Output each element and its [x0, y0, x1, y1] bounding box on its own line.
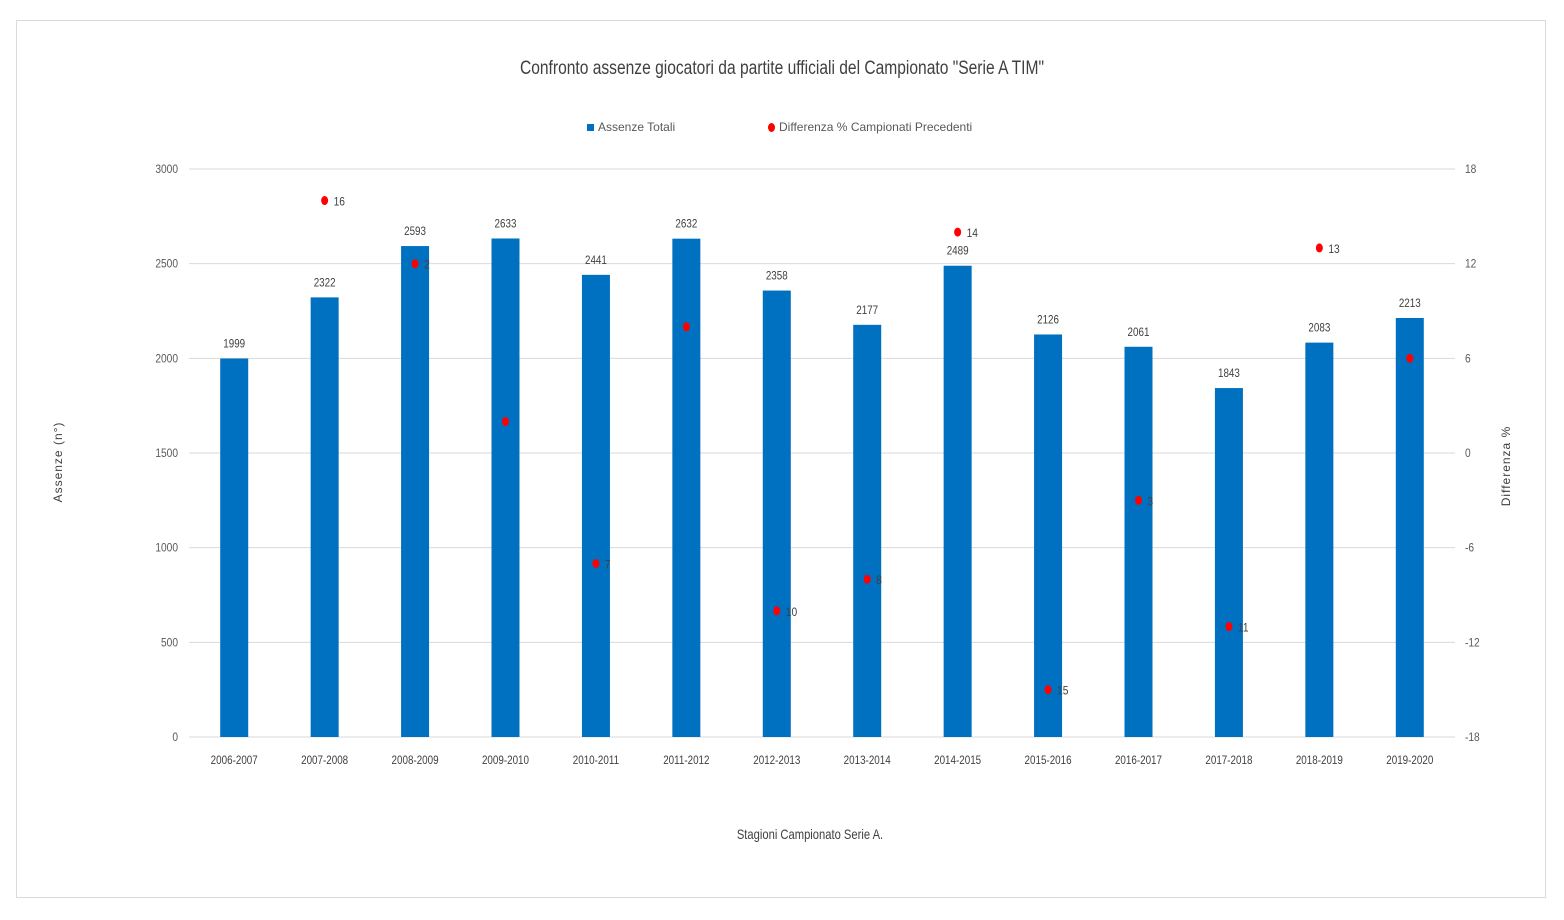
scatter-value-label: 10	[786, 606, 797, 619]
x-tick-label: 2009-2010	[482, 754, 529, 767]
x-axis-title: Stagioni Campionato Serie A.	[736, 826, 884, 842]
x-tick-label: 2018-2019	[1296, 754, 1343, 767]
x-tick-label: 2010-2011	[573, 754, 619, 767]
y-tick-label: 0	[172, 731, 178, 744]
legend-swatch-bar	[587, 123, 594, 131]
bar	[1034, 334, 1063, 737]
bar	[1214, 388, 1243, 737]
bar-value-label: 2213	[1399, 297, 1421, 310]
scatter-point	[1315, 243, 1323, 253]
x-tick-label: 2016-2017	[1115, 754, 1162, 767]
bar-value-label: 1999	[223, 338, 245, 351]
bar	[672, 238, 701, 737]
bar	[853, 324, 882, 737]
x-tick-label: 2014-2015	[934, 754, 981, 767]
scatter-point	[863, 574, 871, 584]
y2-tick-label: 6	[1465, 353, 1471, 366]
legend-label-differenza: Differenza % Campionati Precedenti	[779, 120, 973, 134]
bar-value-label: 2632	[675, 218, 697, 231]
bar	[943, 265, 972, 737]
legend-item-differenza: Differenza % Campionati Precedenti	[768, 118, 972, 136]
bar-value-label: 2593	[404, 225, 426, 238]
scatter-value-label: 15	[1057, 685, 1068, 698]
scatter-value-label: 8	[876, 575, 882, 588]
scatter-point	[592, 558, 600, 568]
scatter-value-label: 3	[1148, 496, 1154, 509]
bar	[762, 290, 791, 737]
scatter-value-label: 14	[967, 227, 978, 240]
scatter-point	[1406, 353, 1414, 363]
bar	[1305, 342, 1334, 737]
bar	[1124, 346, 1153, 737]
bar-value-label: 2441	[585, 254, 607, 267]
x-tick-label: 2008-2009	[392, 754, 439, 767]
bar-value-label: 2489	[947, 245, 969, 258]
bar	[1395, 318, 1424, 737]
bar-value-label: 1843	[1218, 367, 1240, 380]
scatter-value-label: 7	[605, 559, 611, 572]
scatter-point	[1044, 685, 1052, 695]
scatter-point	[1225, 622, 1233, 632]
y2-tick-label: -6	[1465, 542, 1474, 555]
scatter-point	[502, 416, 509, 426]
bar	[310, 297, 339, 737]
y-tick-label: 1000	[155, 542, 178, 555]
scatter-value-label: 2	[424, 259, 430, 272]
bar-value-label: 2177	[856, 304, 878, 317]
bar	[491, 238, 520, 737]
bar	[220, 358, 249, 737]
bar	[581, 274, 610, 737]
x-tick-label: 2007-2008	[301, 754, 348, 767]
bar-value-label: 2126	[1037, 314, 1059, 327]
scatter-point	[773, 606, 781, 616]
legend-label-assenze-totali: Assenze Totali	[598, 120, 676, 134]
x-tick-label: 2019-2020	[1386, 754, 1433, 767]
y-tick-label: 1500	[155, 447, 178, 460]
scatter-point	[682, 322, 690, 332]
y2-tick-label: -18	[1465, 731, 1480, 744]
legend-swatch-dot	[768, 122, 775, 132]
scatter-point	[411, 259, 419, 269]
chart-title: Confronto assenze giocatori da partite u…	[519, 58, 1045, 79]
scatter-value-label: 13	[1328, 243, 1339, 256]
x-tick-label: 2012-2013	[753, 754, 800, 767]
bar-value-label: 2083	[1308, 322, 1330, 335]
y-tick-label: 2500	[155, 258, 178, 271]
legend-item-assenze-totali: Assenze Totali	[587, 118, 675, 136]
scatter-value-label: 11	[1238, 622, 1249, 635]
scatter-point	[954, 227, 962, 237]
bar	[401, 246, 430, 738]
scatter-point	[1135, 495, 1142, 505]
x-tick-label: 2006-2007	[211, 754, 258, 767]
y-tick-label: 2000	[155, 353, 178, 366]
y2-tick-label: 12	[1465, 258, 1476, 271]
x-tick-label: 2013-2014	[844, 754, 891, 767]
y2-tick-label: -12	[1465, 637, 1480, 650]
x-tick-label: 2011-2012	[663, 754, 709, 767]
scatter-value-label: 16	[334, 196, 345, 209]
y-tick-label: 500	[161, 637, 178, 650]
y2-tick-label: 0	[1465, 447, 1471, 460]
y-tick-label: 3000	[155, 163, 178, 176]
x-tick-label: 2017-2018	[1205, 754, 1252, 767]
bar-value-label: 2633	[495, 218, 517, 231]
scatter-point	[321, 196, 329, 206]
y2-tick-label: 18	[1465, 163, 1476, 176]
bar-value-label: 2322	[314, 277, 336, 290]
bar-value-label: 2358	[766, 270, 788, 283]
bar-value-label: 2061	[1128, 326, 1150, 339]
x-tick-label: 2015-2016	[1025, 754, 1072, 767]
